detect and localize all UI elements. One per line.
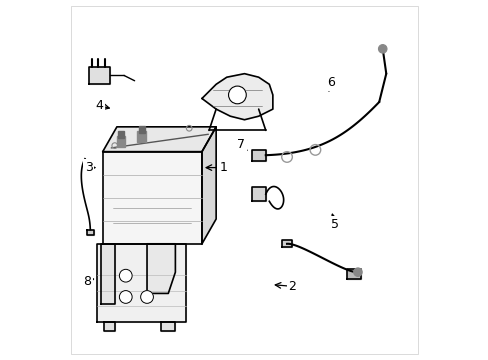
Polygon shape	[86, 230, 94, 235]
Polygon shape	[346, 269, 361, 279]
Circle shape	[353, 268, 362, 276]
Polygon shape	[281, 240, 292, 247]
Polygon shape	[147, 244, 175, 293]
Bar	[117, 136, 125, 147]
Text: 7: 7	[237, 138, 244, 151]
Polygon shape	[101, 244, 115, 304]
Polygon shape	[102, 127, 216, 152]
Text: 4: 4	[95, 99, 103, 112]
Bar	[139, 126, 144, 133]
Text: 3: 3	[84, 161, 92, 174]
Polygon shape	[251, 150, 265, 161]
Circle shape	[378, 45, 386, 53]
Circle shape	[119, 291, 132, 303]
Circle shape	[141, 291, 153, 303]
Text: 8: 8	[82, 275, 91, 288]
Polygon shape	[161, 322, 175, 330]
Polygon shape	[104, 322, 115, 330]
Bar	[137, 131, 145, 142]
Text: 2: 2	[288, 280, 296, 293]
Polygon shape	[97, 244, 185, 322]
Circle shape	[228, 86, 246, 104]
Polygon shape	[251, 187, 265, 201]
Polygon shape	[202, 74, 272, 120]
Bar	[118, 131, 124, 138]
Text: 5: 5	[330, 218, 338, 231]
Polygon shape	[88, 67, 110, 84]
Polygon shape	[202, 127, 216, 244]
Text: 1: 1	[219, 161, 227, 174]
Text: 6: 6	[327, 76, 335, 89]
Circle shape	[119, 269, 132, 282]
Polygon shape	[102, 152, 202, 244]
